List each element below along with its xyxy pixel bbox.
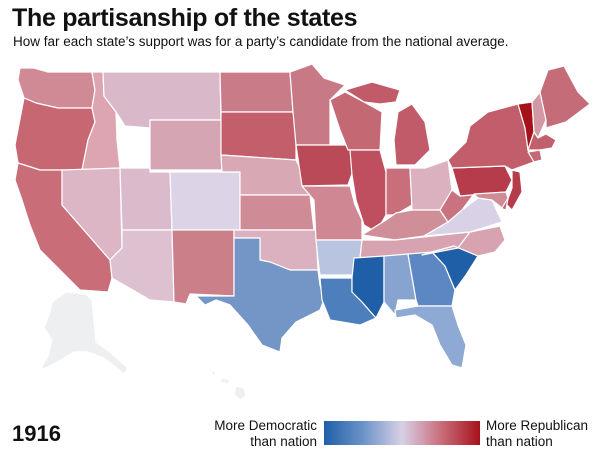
state-NC[interactable] bbox=[421, 225, 506, 257]
state-UT[interactable] bbox=[119, 167, 173, 231]
map-title: The partisanship of the states bbox=[12, 4, 358, 32]
state-NM[interactable] bbox=[171, 229, 235, 305]
legend-republican-line1: More Republican bbox=[486, 418, 589, 433]
state-FL[interactable] bbox=[394, 305, 467, 369]
legend-republican-label: More Republican than nation bbox=[486, 418, 588, 450]
state-KS[interactable] bbox=[239, 194, 315, 231]
state-ND[interactable] bbox=[219, 71, 294, 113]
state-CT[interactable] bbox=[527, 149, 543, 163]
state-HI[interactable] bbox=[209, 369, 247, 401]
state-PA[interactable] bbox=[451, 165, 513, 197]
legend-republican-line2: than nation bbox=[486, 434, 553, 449]
state-MD[interactable] bbox=[473, 191, 509, 209]
state-NJ[interactable] bbox=[505, 169, 523, 211]
state-ME[interactable] bbox=[539, 65, 591, 129]
state-NH[interactable] bbox=[531, 91, 547, 139]
state-WI[interactable] bbox=[329, 91, 383, 151]
state-TX[interactable] bbox=[195, 237, 325, 353]
state-MO[interactable] bbox=[301, 185, 363, 241]
legend-democratic-line1: More Democratic bbox=[214, 418, 317, 433]
state-IN[interactable] bbox=[385, 167, 413, 216]
state-MA[interactable] bbox=[527, 131, 557, 151]
state-IA[interactable] bbox=[295, 144, 356, 187]
state-OR[interactable] bbox=[14, 97, 96, 171]
map-subtitle: How far each state’s support was for a p… bbox=[13, 34, 509, 49]
legend-democratic-label: More Democratic than nation bbox=[214, 418, 317, 450]
legend-democratic-line2: than nation bbox=[250, 434, 317, 449]
state-WY[interactable] bbox=[149, 119, 223, 171]
state-CO[interactable] bbox=[169, 171, 241, 231]
state-MI[interactable] bbox=[344, 81, 431, 166]
state-AK[interactable] bbox=[39, 291, 129, 375]
legend-color-scale bbox=[324, 421, 480, 445]
state-SD[interactable] bbox=[220, 111, 297, 161]
year-label: 1916 bbox=[12, 421, 61, 446]
